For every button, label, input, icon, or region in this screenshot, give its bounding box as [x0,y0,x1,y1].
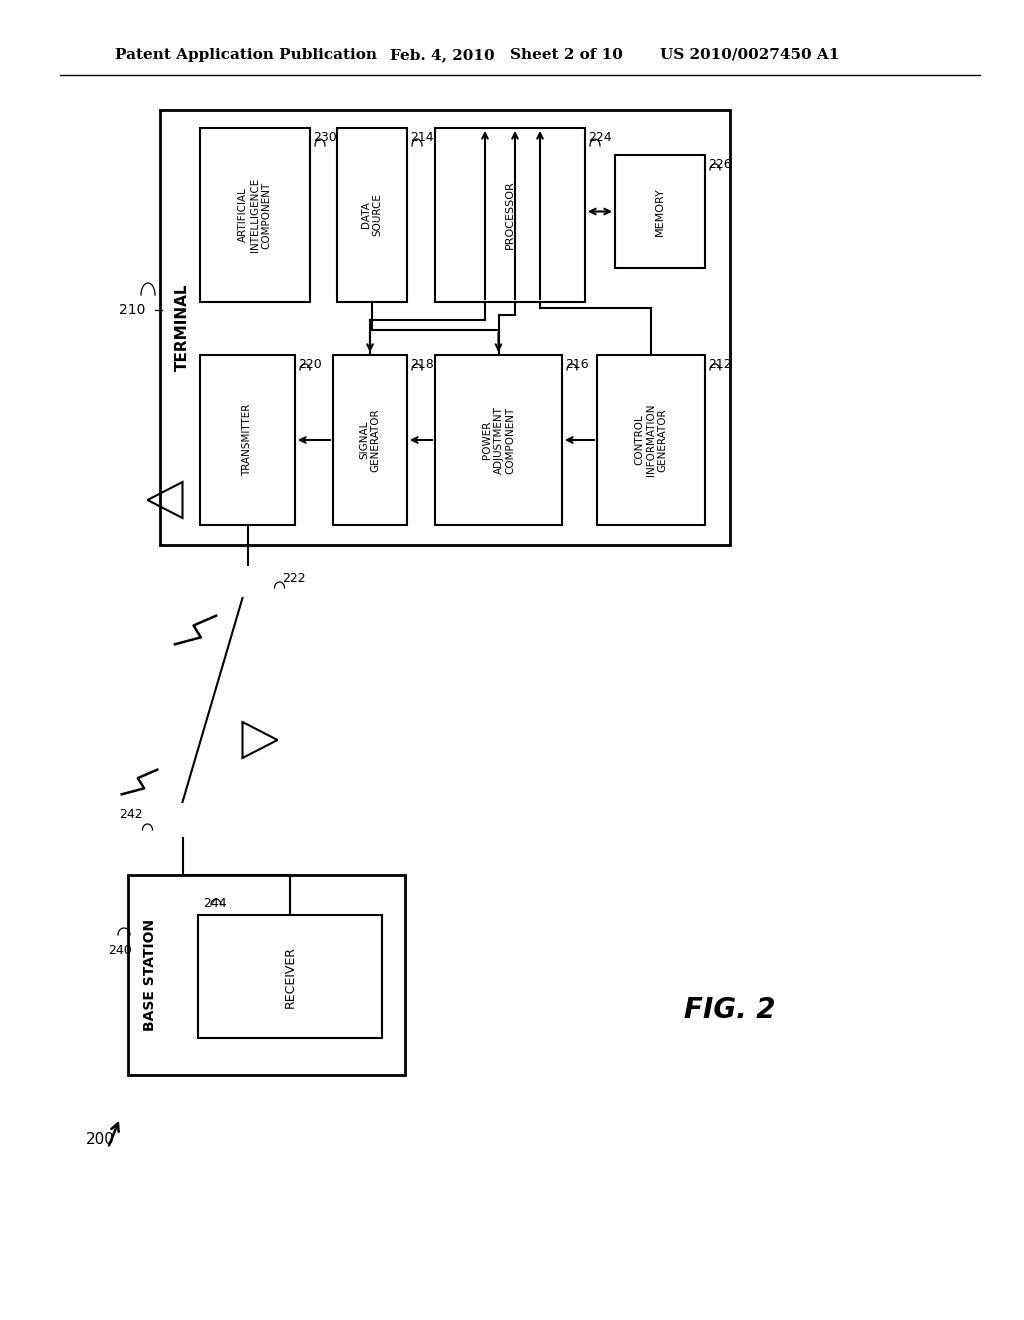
Text: 214: 214 [410,131,433,144]
Text: 222: 222 [283,572,306,585]
Text: POWER
ADJUSTMENT
COMPONENT: POWER ADJUSTMENT COMPONENT [482,407,515,474]
Text: 224: 224 [588,131,611,144]
Text: DATA
SOURCE: DATA SOURCE [361,194,383,236]
Text: TRANSMITTER: TRANSMITTER [243,404,253,477]
Text: 210: 210 [119,304,145,317]
Text: SIGNAL
GENERATOR: SIGNAL GENERATOR [359,408,381,471]
Text: US 2010/0027450 A1: US 2010/0027450 A1 [660,48,840,62]
Bar [200,355,295,525]
Text: 218: 218 [410,358,434,371]
Bar [435,355,562,525]
Text: Sheet 2 of 10: Sheet 2 of 10 [510,48,623,62]
Text: RECEIVER: RECEIVER [284,945,297,1007]
Text: Patent Application Publication: Patent Application Publication [115,48,377,62]
Bar [615,154,705,268]
Text: 200: 200 [86,1133,115,1147]
Text: Feb. 4, 2010: Feb. 4, 2010 [390,48,495,62]
Text: 216: 216 [565,358,589,371]
Text: 226: 226 [708,158,731,172]
Text: CONTROL
INFORMATION
GENERATOR: CONTROL INFORMATION GENERATOR [635,404,668,477]
Bar [333,355,407,525]
Text: BASE STATION: BASE STATION [143,919,157,1031]
Text: TERMINAL: TERMINAL [174,284,189,371]
Bar [198,915,382,1038]
Bar [597,355,705,525]
Text: 242: 242 [119,808,142,821]
Text: ARTIFICIAL
INTELLIGENCE
COMPONENT: ARTIFICIAL INTELLIGENCE COMPONENT [239,178,271,252]
Text: 220: 220 [298,358,322,371]
Text: PROCESSOR: PROCESSOR [505,181,515,249]
Text: FIG. 2: FIG. 2 [684,997,776,1024]
Text: 230: 230 [313,131,337,144]
Bar [160,110,730,545]
Bar [337,128,407,302]
Bar [200,128,310,302]
Text: MEMORY: MEMORY [655,187,665,236]
Text: 212: 212 [708,358,731,371]
Text: 240: 240 [108,944,132,957]
Bar [128,875,406,1074]
Text: 244: 244 [203,898,226,909]
Bar [435,128,585,302]
